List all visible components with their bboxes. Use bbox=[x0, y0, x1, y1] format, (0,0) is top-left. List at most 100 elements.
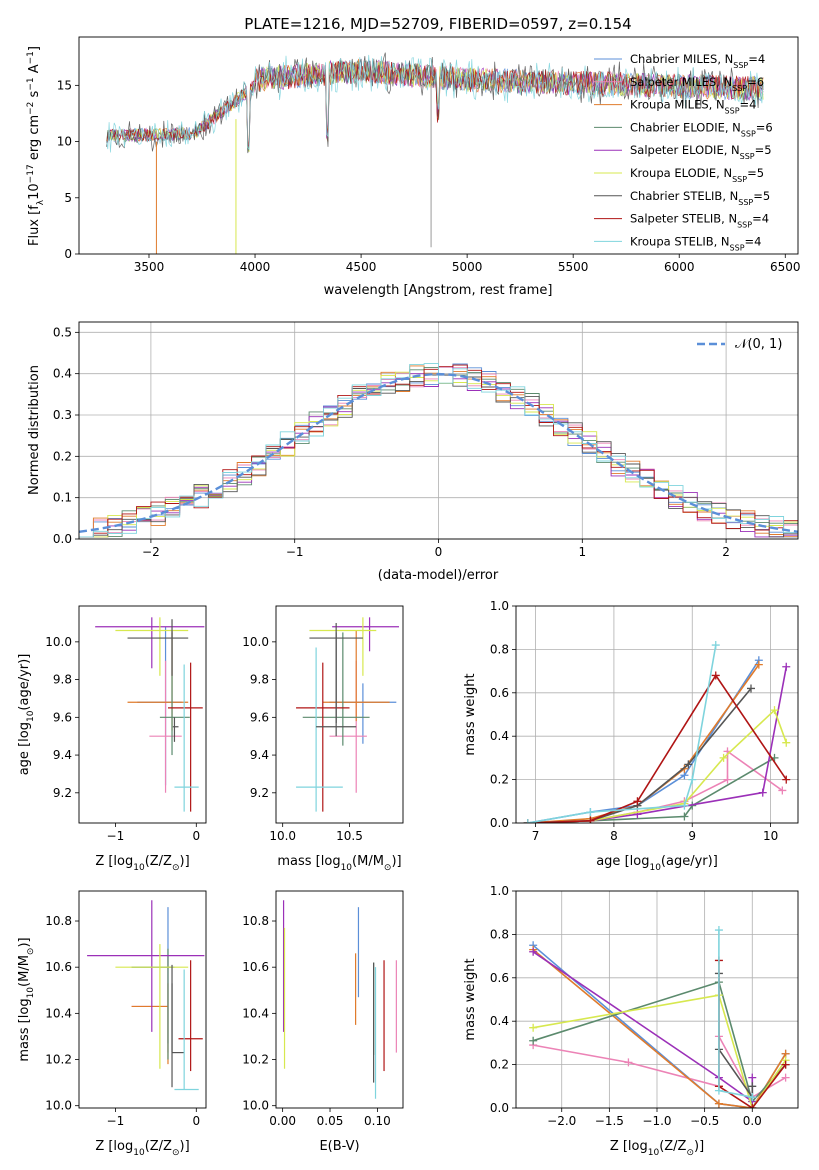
legend-sub: SSP bbox=[725, 106, 740, 115]
series-marker-8 bbox=[748, 1104, 757, 1108]
age-vs-mass-panel: 10.0 10.5 9.2 9.4 9.6 9.8 10.0 mass [log10(M/M⊙… bbox=[242, 605, 404, 873]
legend-text: Salpeter MILES, N bbox=[630, 75, 732, 89]
y-axis-label: mass weight bbox=[463, 958, 478, 1040]
series-marker-9 bbox=[711, 641, 720, 650]
series-line-9 bbox=[527, 644, 717, 823]
series-marker-9 bbox=[714, 1086, 723, 1095]
series-marker-7 bbox=[747, 684, 755, 693]
mass-vs-ebv-panel: 0.00 0.05 0.10 10.0 10.2 10.4 10.6 10.8 E(B-V) bbox=[242, 890, 404, 1154]
axes-frame bbox=[515, 890, 799, 1109]
y-tick-label: 9.4 bbox=[250, 748, 269, 762]
x-tick-label: −1 bbox=[107, 829, 125, 843]
series-marker-8 bbox=[711, 671, 720, 680]
y-tick-label: 15 bbox=[57, 78, 72, 92]
y-tick-label: 10 bbox=[57, 135, 72, 149]
series-marker-8 bbox=[586, 816, 595, 823]
legend-sub: SSP bbox=[733, 61, 748, 70]
series-marker-7 bbox=[748, 1082, 757, 1091]
figure-title: PLATE=1216, MJD=52709, FIBERID=0597, z=0… bbox=[244, 15, 631, 33]
legend-sub: SSP bbox=[740, 152, 755, 161]
series-marker-5 bbox=[748, 1073, 757, 1082]
series-line-6 bbox=[532, 994, 787, 1108]
plot-area bbox=[523, 641, 791, 823]
x-tick-label: 0.10 bbox=[364, 1114, 391, 1128]
x-tick-label: 0.0 bbox=[743, 1114, 762, 1128]
label-part: (age/yr)] bbox=[17, 654, 32, 711]
y-tick-label: 10.0 bbox=[45, 635, 72, 649]
legend-text: Chabrier ELODIE, N bbox=[630, 120, 741, 134]
x-axis-label: mass [log10(M/M⊙)] bbox=[277, 854, 401, 873]
x-tick-label: −0.5 bbox=[690, 1114, 719, 1128]
y-axis-label: Flux [fλ10−17 erg cm−2 s−1 A−1] bbox=[26, 46, 46, 246]
legend-label-4: Chabrier ELODIE, NSSP=6 bbox=[630, 120, 773, 138]
label-part: −1 bbox=[26, 51, 36, 64]
legend-text: Salpeter STELIB, N bbox=[630, 212, 737, 226]
series-marker-4 bbox=[529, 1036, 538, 1045]
label-part: Z [log bbox=[610, 1139, 648, 1154]
label-part: 10 bbox=[133, 1148, 145, 1158]
y-tick-label: 9.8 bbox=[53, 673, 72, 687]
legend-value: =5 bbox=[747, 166, 764, 180]
legend-value: =5 bbox=[753, 189, 770, 203]
plot-area bbox=[529, 926, 790, 1108]
series-marker-8 bbox=[633, 797, 642, 806]
label-part: (Z/Z bbox=[659, 1139, 686, 1154]
y-tick-label: 0.4 bbox=[490, 729, 509, 743]
axes-frame bbox=[78, 605, 207, 824]
x-tick-label: 0.05 bbox=[317, 1114, 344, 1128]
legend-label-1: Chabrier MILES, NSSP=4 bbox=[630, 52, 765, 70]
y-tick-label: 0.0 bbox=[490, 816, 509, 830]
label-part: ] bbox=[27, 46, 42, 51]
legend-text: Salpeter ELODIE, N bbox=[630, 143, 740, 157]
series-marker-8 bbox=[782, 775, 791, 784]
y-tick-label: 0.4 bbox=[53, 367, 72, 381]
series-marker-2 bbox=[781, 1073, 790, 1082]
series-marker-9 bbox=[748, 1093, 757, 1102]
series-marker-5 bbox=[758, 788, 767, 797]
y-tick-label: 10.0 bbox=[242, 1099, 269, 1113]
y-tick-label: 0.0 bbox=[490, 1101, 509, 1115]
x-axis-label: Z [log10(Z/Z⊙)] bbox=[95, 1139, 189, 1158]
legend-text: Kroupa MILES, N bbox=[630, 98, 725, 112]
x-axis-label: wavelength [Angstrom, rest frame] bbox=[324, 283, 553, 298]
series-marker-3 bbox=[754, 660, 763, 669]
label-part: )] bbox=[391, 854, 401, 869]
series-line-8 bbox=[527, 673, 787, 823]
label-part: ⊙ bbox=[172, 1148, 180, 1158]
legend-value: =4 bbox=[740, 98, 757, 112]
x-tick-label: 10 bbox=[763, 829, 778, 843]
plot-area bbox=[95, 617, 205, 812]
legend-sub: SSP bbox=[738, 197, 753, 206]
label-part: )] bbox=[180, 1139, 190, 1154]
y-tick-label: 10.2 bbox=[45, 1053, 72, 1067]
y-tick-label: 0.6 bbox=[490, 686, 509, 700]
series-marker-2 bbox=[723, 775, 732, 784]
legend-value: =6 bbox=[756, 120, 773, 134]
y-tick-label: 0.4 bbox=[490, 1014, 509, 1028]
label-part: (Z/Z bbox=[145, 854, 172, 869]
label-part: erg cm bbox=[27, 115, 42, 164]
y-tick-label: 0.8 bbox=[490, 642, 509, 656]
x-axis-label: age [log10(age/yr)] bbox=[596, 854, 718, 873]
series-marker-6 bbox=[770, 706, 779, 715]
y-tick-label: 0.3 bbox=[53, 408, 72, 422]
x-axis-label: E(B-V) bbox=[319, 1139, 359, 1154]
label-part: λ bbox=[36, 199, 46, 205]
series-marker-8 bbox=[781, 1060, 790, 1069]
legend-label-5: Salpeter ELODIE, NSSP=5 bbox=[630, 143, 772, 161]
label-part: ⊙ bbox=[26, 948, 36, 956]
label-part: (age/yr)] bbox=[661, 854, 718, 869]
legend-sub: SSP bbox=[730, 243, 745, 252]
mass-vs-metallicity-panel: −1 010.010.210.410.610.8Z [log10(Z/Z⊙)]ma… bbox=[17, 890, 207, 1158]
x-tick-label: 6500 bbox=[770, 260, 801, 274]
x-tick-label: 0.00 bbox=[269, 1114, 296, 1128]
series-marker-5 bbox=[782, 662, 791, 671]
axes-frame bbox=[275, 890, 404, 1109]
x-tick-label: 1 bbox=[578, 545, 586, 559]
spectrum-panel: 3500 4000 4500 5000 5500 6000 6500 0 5 10 15 Flux [… bbox=[26, 36, 801, 298]
residuals-histogram-panel: −2 −1 0 1 2 0.0 0.1 0.2 0.3 0.4 0.5 𝒩(0, 1) (data-mo… bbox=[27, 321, 799, 583]
x-tick-label: 2 bbox=[722, 545, 730, 559]
axes-frame bbox=[275, 605, 404, 824]
legend-text: Chabrier MILES, N bbox=[630, 52, 733, 66]
